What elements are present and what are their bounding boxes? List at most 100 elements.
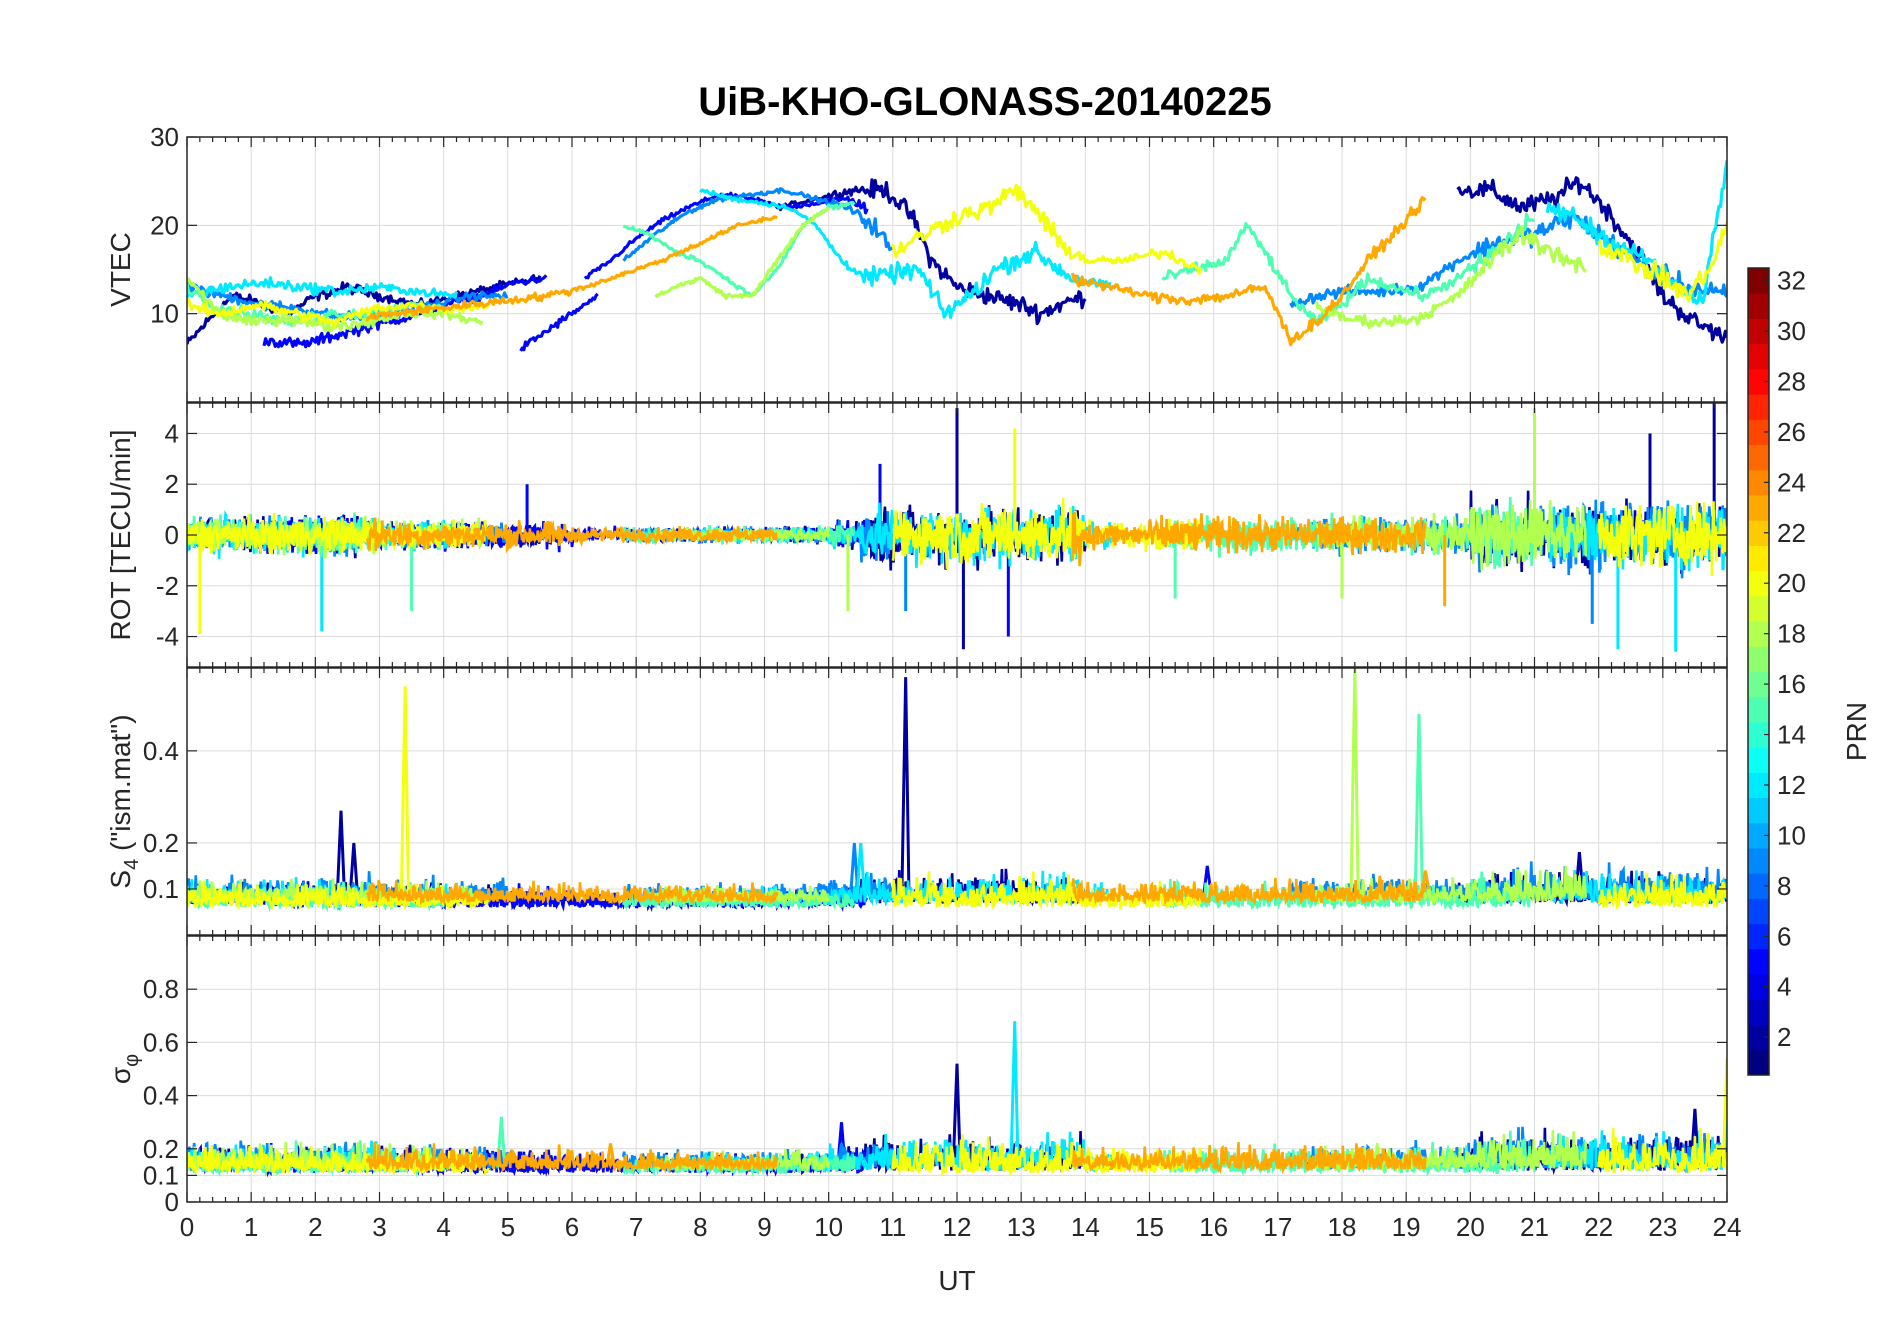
y-tick-label: 0.1 bbox=[143, 874, 179, 904]
x-tick-label: 22 bbox=[1584, 1212, 1613, 1242]
colorbar-swatch bbox=[1748, 469, 1769, 496]
y-tick-label: 0.8 bbox=[143, 974, 179, 1004]
series-line-prn-20 bbox=[1597, 872, 1727, 910]
series-line-prn-23 bbox=[1070, 196, 1427, 347]
colorbar-swatch bbox=[1748, 898, 1769, 925]
spike-prn-23 bbox=[1420, 870, 1431, 899]
series-line-prn-2 bbox=[776, 178, 1087, 326]
colorbar-swatch bbox=[1748, 595, 1769, 622]
x-axis-label: UT bbox=[938, 1265, 975, 1296]
series-line-prn-12 bbox=[1545, 160, 1727, 305]
series-line-prn-20 bbox=[187, 512, 490, 555]
y-axis-label-s4: S4 ("ism.mat") bbox=[105, 714, 143, 888]
x-tick-label: 21 bbox=[1520, 1212, 1549, 1242]
colorbar-tick-label: 10 bbox=[1777, 820, 1806, 850]
colorbar-swatch bbox=[1748, 570, 1769, 597]
spike-prn-2 bbox=[951, 1063, 962, 1168]
colorbar-tick-label: 12 bbox=[1777, 770, 1806, 800]
colorbar-tick-label: 26 bbox=[1777, 417, 1806, 447]
colorbar-swatch bbox=[1748, 923, 1769, 950]
series-line-prn-15 bbox=[622, 887, 856, 911]
colorbar-tick-label: 6 bbox=[1777, 921, 1791, 951]
series-line-prn-20 bbox=[1597, 1127, 1727, 1174]
y-tick-label: 0.2 bbox=[143, 828, 179, 858]
series-line-prn-20 bbox=[1597, 501, 1727, 576]
series-group bbox=[187, 1021, 1727, 1178]
colorbar-tick-label: 28 bbox=[1777, 366, 1806, 396]
chart-title: UiB-KHO-GLONASS-20140225 bbox=[698, 80, 1272, 124]
x-tick-label: 17 bbox=[1263, 1212, 1292, 1242]
series-line-prn-18 bbox=[1314, 225, 1587, 330]
spike-prn-23 bbox=[605, 1143, 616, 1168]
y-tick-label: 0.1 bbox=[143, 1160, 179, 1190]
x-tick-label: 19 bbox=[1392, 1212, 1421, 1242]
spike-prn-9 bbox=[848, 842, 860, 899]
x-tick-label: 0 bbox=[180, 1212, 194, 1242]
colorbar-swatch bbox=[1748, 721, 1769, 748]
x-tick-labels: 0 1 2 3 4 5 6 7 8 9 10 11 12 13 14 15 16 17 18 19 20 21 22 23 24 bbox=[180, 1212, 1742, 1242]
colorbar-swatch bbox=[1748, 696, 1769, 723]
colorbar-swatch bbox=[1748, 268, 1769, 294]
panel-rot: -4 -2 0 2 4 ROT [TECU/min] bbox=[105, 402, 1728, 668]
spike-prn-2 bbox=[900, 677, 911, 899]
series-line-prn-18 bbox=[654, 206, 831, 300]
x-tick-label: 7 bbox=[629, 1212, 643, 1242]
colorbar-swatch bbox=[1748, 948, 1769, 975]
y-tick-label: 10 bbox=[150, 299, 179, 329]
colorbar-tick-label: 30 bbox=[1777, 316, 1806, 346]
spike-prn-12 bbox=[1009, 1021, 1020, 1168]
colorbar-swatch bbox=[1748, 772, 1769, 799]
series-line-prn-18 bbox=[1315, 865, 1588, 907]
series-line-prn-20 bbox=[891, 183, 1203, 275]
series-line-prn-23 bbox=[365, 517, 779, 554]
colorbar-swatch bbox=[1748, 822, 1769, 849]
series-line-prn-9 bbox=[622, 187, 894, 262]
colorbar-swatch bbox=[1748, 343, 1769, 370]
y-tick-label: 2 bbox=[165, 469, 179, 499]
series-line-prn-2 bbox=[187, 274, 542, 345]
colorbar-swatch bbox=[1748, 797, 1769, 824]
spike-prn-15 bbox=[1413, 714, 1424, 899]
y-tick-label: 30 bbox=[150, 122, 179, 152]
colorbar-swatch bbox=[1748, 419, 1769, 446]
panel-vtec: 10 20 30 VTEC bbox=[105, 122, 1728, 403]
colorbar-swatch bbox=[1748, 368, 1769, 395]
series-line-prn-23 bbox=[365, 879, 779, 907]
series-line-prn-23 bbox=[365, 1141, 779, 1174]
y-tick-label: 0.4 bbox=[143, 1081, 179, 1111]
colorbar-frame bbox=[1747, 267, 1770, 1076]
series-line-prn-20 bbox=[1597, 220, 1727, 303]
x-tick-label: 15 bbox=[1135, 1212, 1164, 1242]
colorbar-swatch bbox=[1748, 318, 1769, 345]
x-tick-label: 9 bbox=[757, 1212, 771, 1242]
y-tick-label: 4 bbox=[165, 418, 179, 448]
colorbar-tick-label: 32 bbox=[1777, 266, 1806, 296]
x-tick-label: 12 bbox=[943, 1212, 972, 1242]
x-tick-label: 20 bbox=[1456, 1212, 1485, 1242]
spike-prn-20 bbox=[399, 686, 410, 899]
x-tick-label: 23 bbox=[1648, 1212, 1677, 1242]
colorbar-tick-label: 14 bbox=[1777, 720, 1806, 750]
x-tick-label: 10 bbox=[814, 1212, 843, 1242]
x-tick-label: 1 bbox=[244, 1212, 258, 1242]
spike-prn-18 bbox=[1445, 1148, 1456, 1168]
colorbar-tick-label: 22 bbox=[1777, 518, 1806, 548]
colorbar-swatch bbox=[1748, 671, 1769, 698]
colorbar-tick-label: 20 bbox=[1777, 568, 1806, 598]
colorbar-swatch bbox=[1748, 747, 1769, 773]
spike-prn-2 bbox=[335, 810, 346, 899]
series-group bbox=[187, 160, 1727, 352]
series-line-prn-23 bbox=[1071, 875, 1427, 907]
y-tick-label: -2 bbox=[156, 571, 179, 601]
x-tick-label: 24 bbox=[1713, 1212, 1742, 1242]
x-tick-label: 4 bbox=[436, 1212, 450, 1242]
series-line-prn-12 bbox=[187, 276, 459, 300]
colorbar-swatch bbox=[1748, 646, 1769, 672]
y-tick-label: 0.4 bbox=[143, 736, 179, 766]
spike-prn-18 bbox=[1349, 668, 1360, 899]
series-line-prn-23 bbox=[1071, 512, 1427, 567]
y-tick-label: 0.2 bbox=[143, 1134, 179, 1164]
x-tick-label: 8 bbox=[693, 1212, 707, 1242]
x-tick-label: 11 bbox=[879, 1212, 906, 1242]
